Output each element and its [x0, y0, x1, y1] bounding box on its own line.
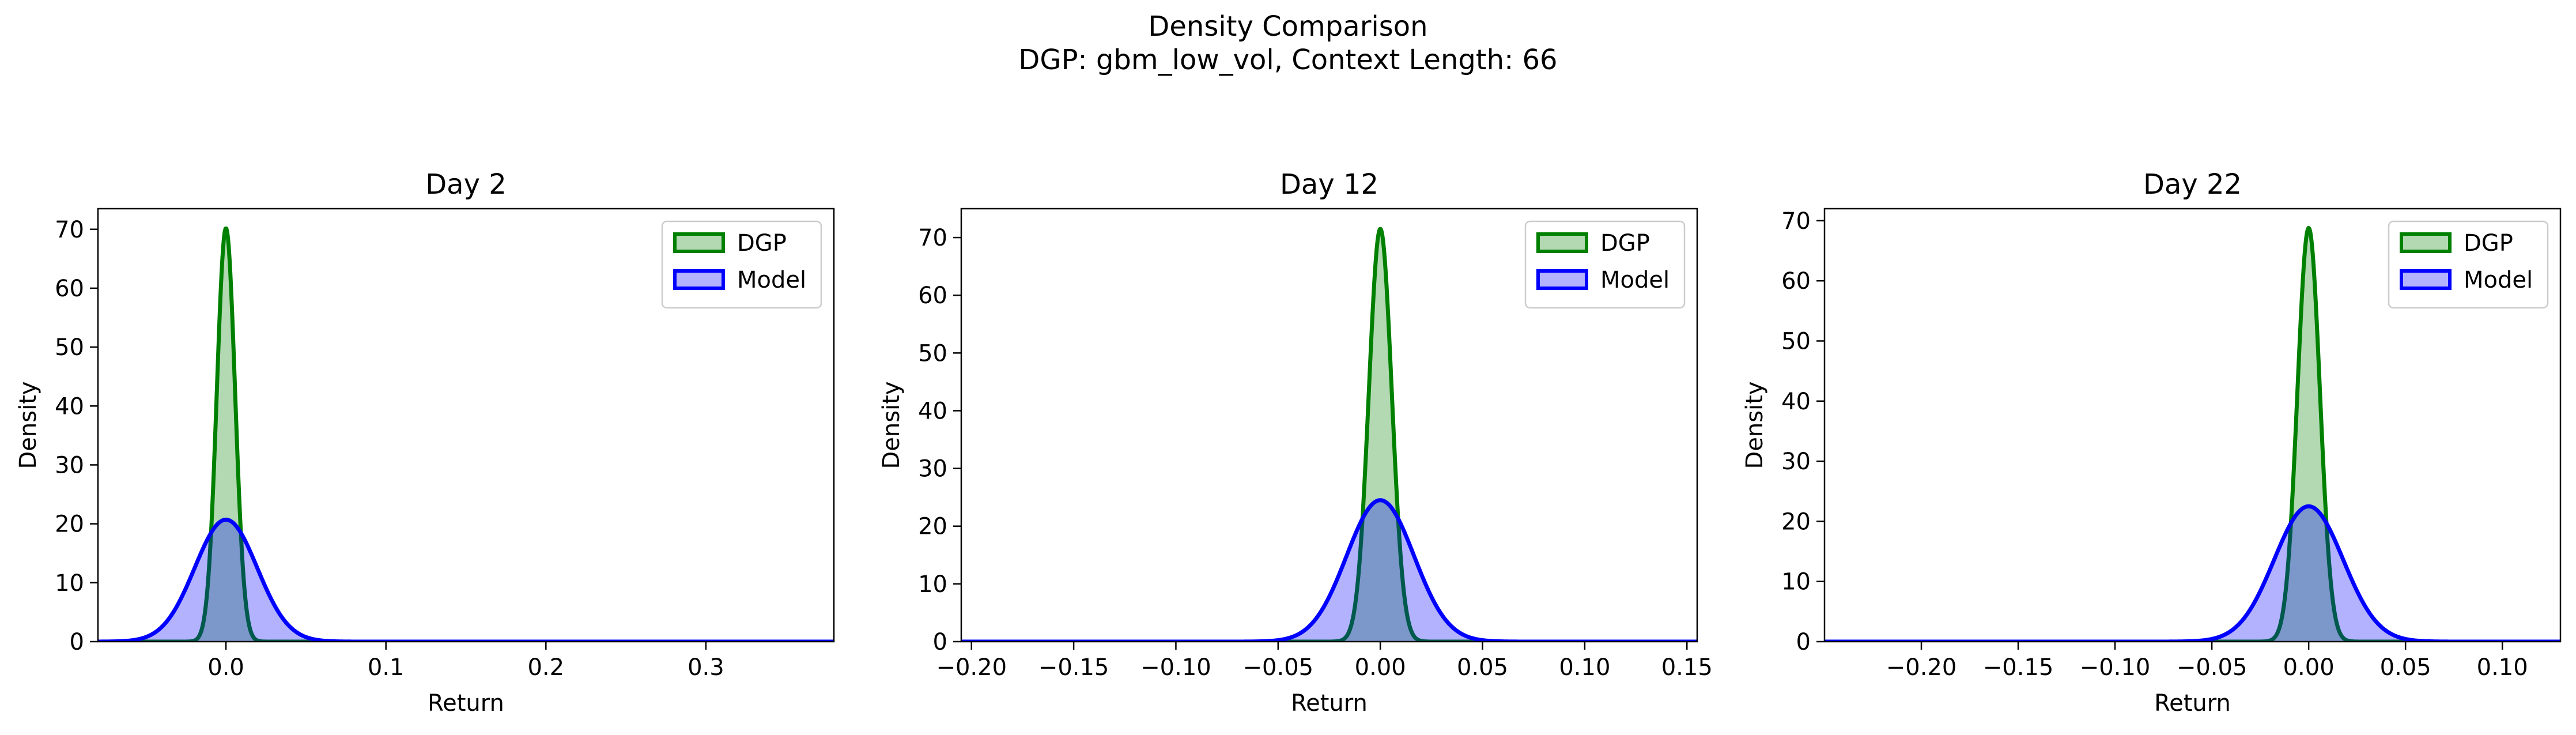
- x-axis-label: Return: [428, 690, 504, 717]
- y-tick-label: 10: [918, 571, 947, 598]
- y-tick-label: 50: [55, 334, 84, 361]
- y-tick-label: 50: [1781, 328, 1811, 355]
- legend-frame: [1524, 220, 1686, 309]
- y-axis-label: Density: [1742, 381, 1768, 469]
- legend: DGP Model: [2388, 220, 2549, 309]
- x-tick-label: −0.15: [1983, 654, 2054, 681]
- legend-swatch-model: [2400, 269, 2452, 290]
- y-tick-label: 40: [55, 393, 84, 420]
- legend-label: Model: [737, 267, 806, 293]
- subplots: Day 2 0.0 0.1 0.2 0.3 0 10 20 30 40 50 60 70 Return De…: [15, 168, 2562, 717]
- legend-label: Model: [1600, 267, 1670, 293]
- legend-label: Model: [2464, 267, 2533, 293]
- x-tick-label: 0.0: [207, 654, 244, 681]
- y-tick-label: 70: [918, 225, 947, 251]
- figure-title: Density Comparison: [1148, 10, 1427, 43]
- y-tick-label: 20: [918, 514, 947, 540]
- x-tick-label: 0.10: [2477, 654, 2528, 681]
- x-tick-label: 0.10: [1559, 654, 1610, 681]
- x-tick-label: −0.20: [1886, 654, 1957, 681]
- axes-frame: [1823, 208, 2562, 643]
- y-tick-label: 60: [1781, 268, 1811, 295]
- y-tick-label: 30: [55, 452, 84, 478]
- x-tick-label: −0.10: [2080, 654, 2151, 681]
- y-axis-label: Density: [878, 381, 905, 469]
- x-tick-label: −0.10: [1140, 654, 1211, 681]
- density-line-model: [98, 518, 834, 642]
- y-tick-label: 0: [1796, 629, 1811, 655]
- y-tick-label: 30: [918, 456, 947, 483]
- legend-frame: [661, 220, 822, 309]
- legend-label: DGP: [2464, 230, 2513, 257]
- figure-subtitle: DGP: gbm_low_vol, Context Length: 66: [1018, 44, 1557, 76]
- x-tick-label: 0.1: [368, 654, 405, 681]
- y-tick-label: 70: [1781, 208, 1811, 235]
- subplot-2: Day 12 −0.20 −0.15 −0.10 −0.05 0.00 0.05 0.10 0.…: [878, 168, 1713, 717]
- x-axis-label: Return: [2154, 690, 2231, 717]
- y-tick-label: 20: [55, 511, 84, 538]
- legend-label: DGP: [1600, 230, 1650, 257]
- y-tick-label: 60: [918, 282, 947, 309]
- axes-frame: [960, 208, 1698, 643]
- x-tick-label: −0.15: [1038, 654, 1109, 681]
- density-line-dgp: [98, 226, 834, 642]
- legend-frame: [2388, 220, 2549, 309]
- y-tick-label: 60: [55, 276, 84, 302]
- y-tick-label: 70: [55, 217, 84, 243]
- y-axis-label: Density: [15, 381, 41, 469]
- x-tick-label: 0.00: [2283, 654, 2335, 681]
- legend-label: DGP: [737, 230, 787, 257]
- legend-swatch-model: [673, 269, 725, 290]
- legend-swatch-dgp: [1536, 232, 1588, 253]
- subplot-title: Day 2: [425, 168, 507, 201]
- x-tick-label: 0.00: [1355, 654, 1406, 681]
- x-tick-label: 0.2: [527, 654, 564, 681]
- x-tick-label: 0.15: [1661, 654, 1713, 681]
- density-line-model: [961, 498, 1697, 642]
- y-tick-label: 50: [918, 340, 947, 367]
- x-tick-label: −0.05: [2177, 654, 2248, 681]
- y-tick-label: 0: [933, 629, 947, 655]
- x-tick-label: −0.20: [936, 654, 1007, 681]
- legend: DGP Model: [661, 220, 822, 309]
- legend: DGP Model: [1524, 220, 1686, 309]
- subplot-title: Day 22: [2143, 168, 2242, 201]
- y-tick-label: 40: [1781, 389, 1811, 415]
- y-tick-label: 40: [918, 398, 947, 424]
- density-fill-model: [98, 519, 834, 642]
- x-axis-label: Return: [1291, 690, 1368, 717]
- x-tick-label: 0.3: [688, 654, 724, 681]
- x-tick-label: 0.05: [1457, 654, 1508, 681]
- y-tick-label: 20: [1781, 508, 1811, 535]
- y-tick-label: 10: [1781, 569, 1811, 595]
- axes-frame: [97, 208, 835, 643]
- plot-area: [98, 226, 834, 642]
- x-tick-label: 0.05: [2380, 654, 2431, 681]
- legend-swatch-model: [1536, 269, 1588, 290]
- y-tick-label: 0: [70, 629, 84, 655]
- y-tick-label: 30: [1781, 448, 1811, 475]
- y-tick-label: 10: [55, 570, 84, 597]
- subplot-title: Day 12: [1280, 168, 1378, 201]
- legend-swatch-dgp: [2400, 232, 2452, 253]
- subplot-3: Day 22 −0.20 −0.15 −0.10 −0.05 0.00 0.05 0.10 0 1…: [1742, 168, 2562, 717]
- subplot-1: Day 2 0.0 0.1 0.2 0.3 0 10 20 30 40 50 60 70 Return De…: [15, 168, 835, 717]
- density-fill-model: [961, 500, 1697, 642]
- x-tick-label: −0.05: [1243, 654, 1314, 681]
- legend-swatch-dgp: [673, 232, 725, 253]
